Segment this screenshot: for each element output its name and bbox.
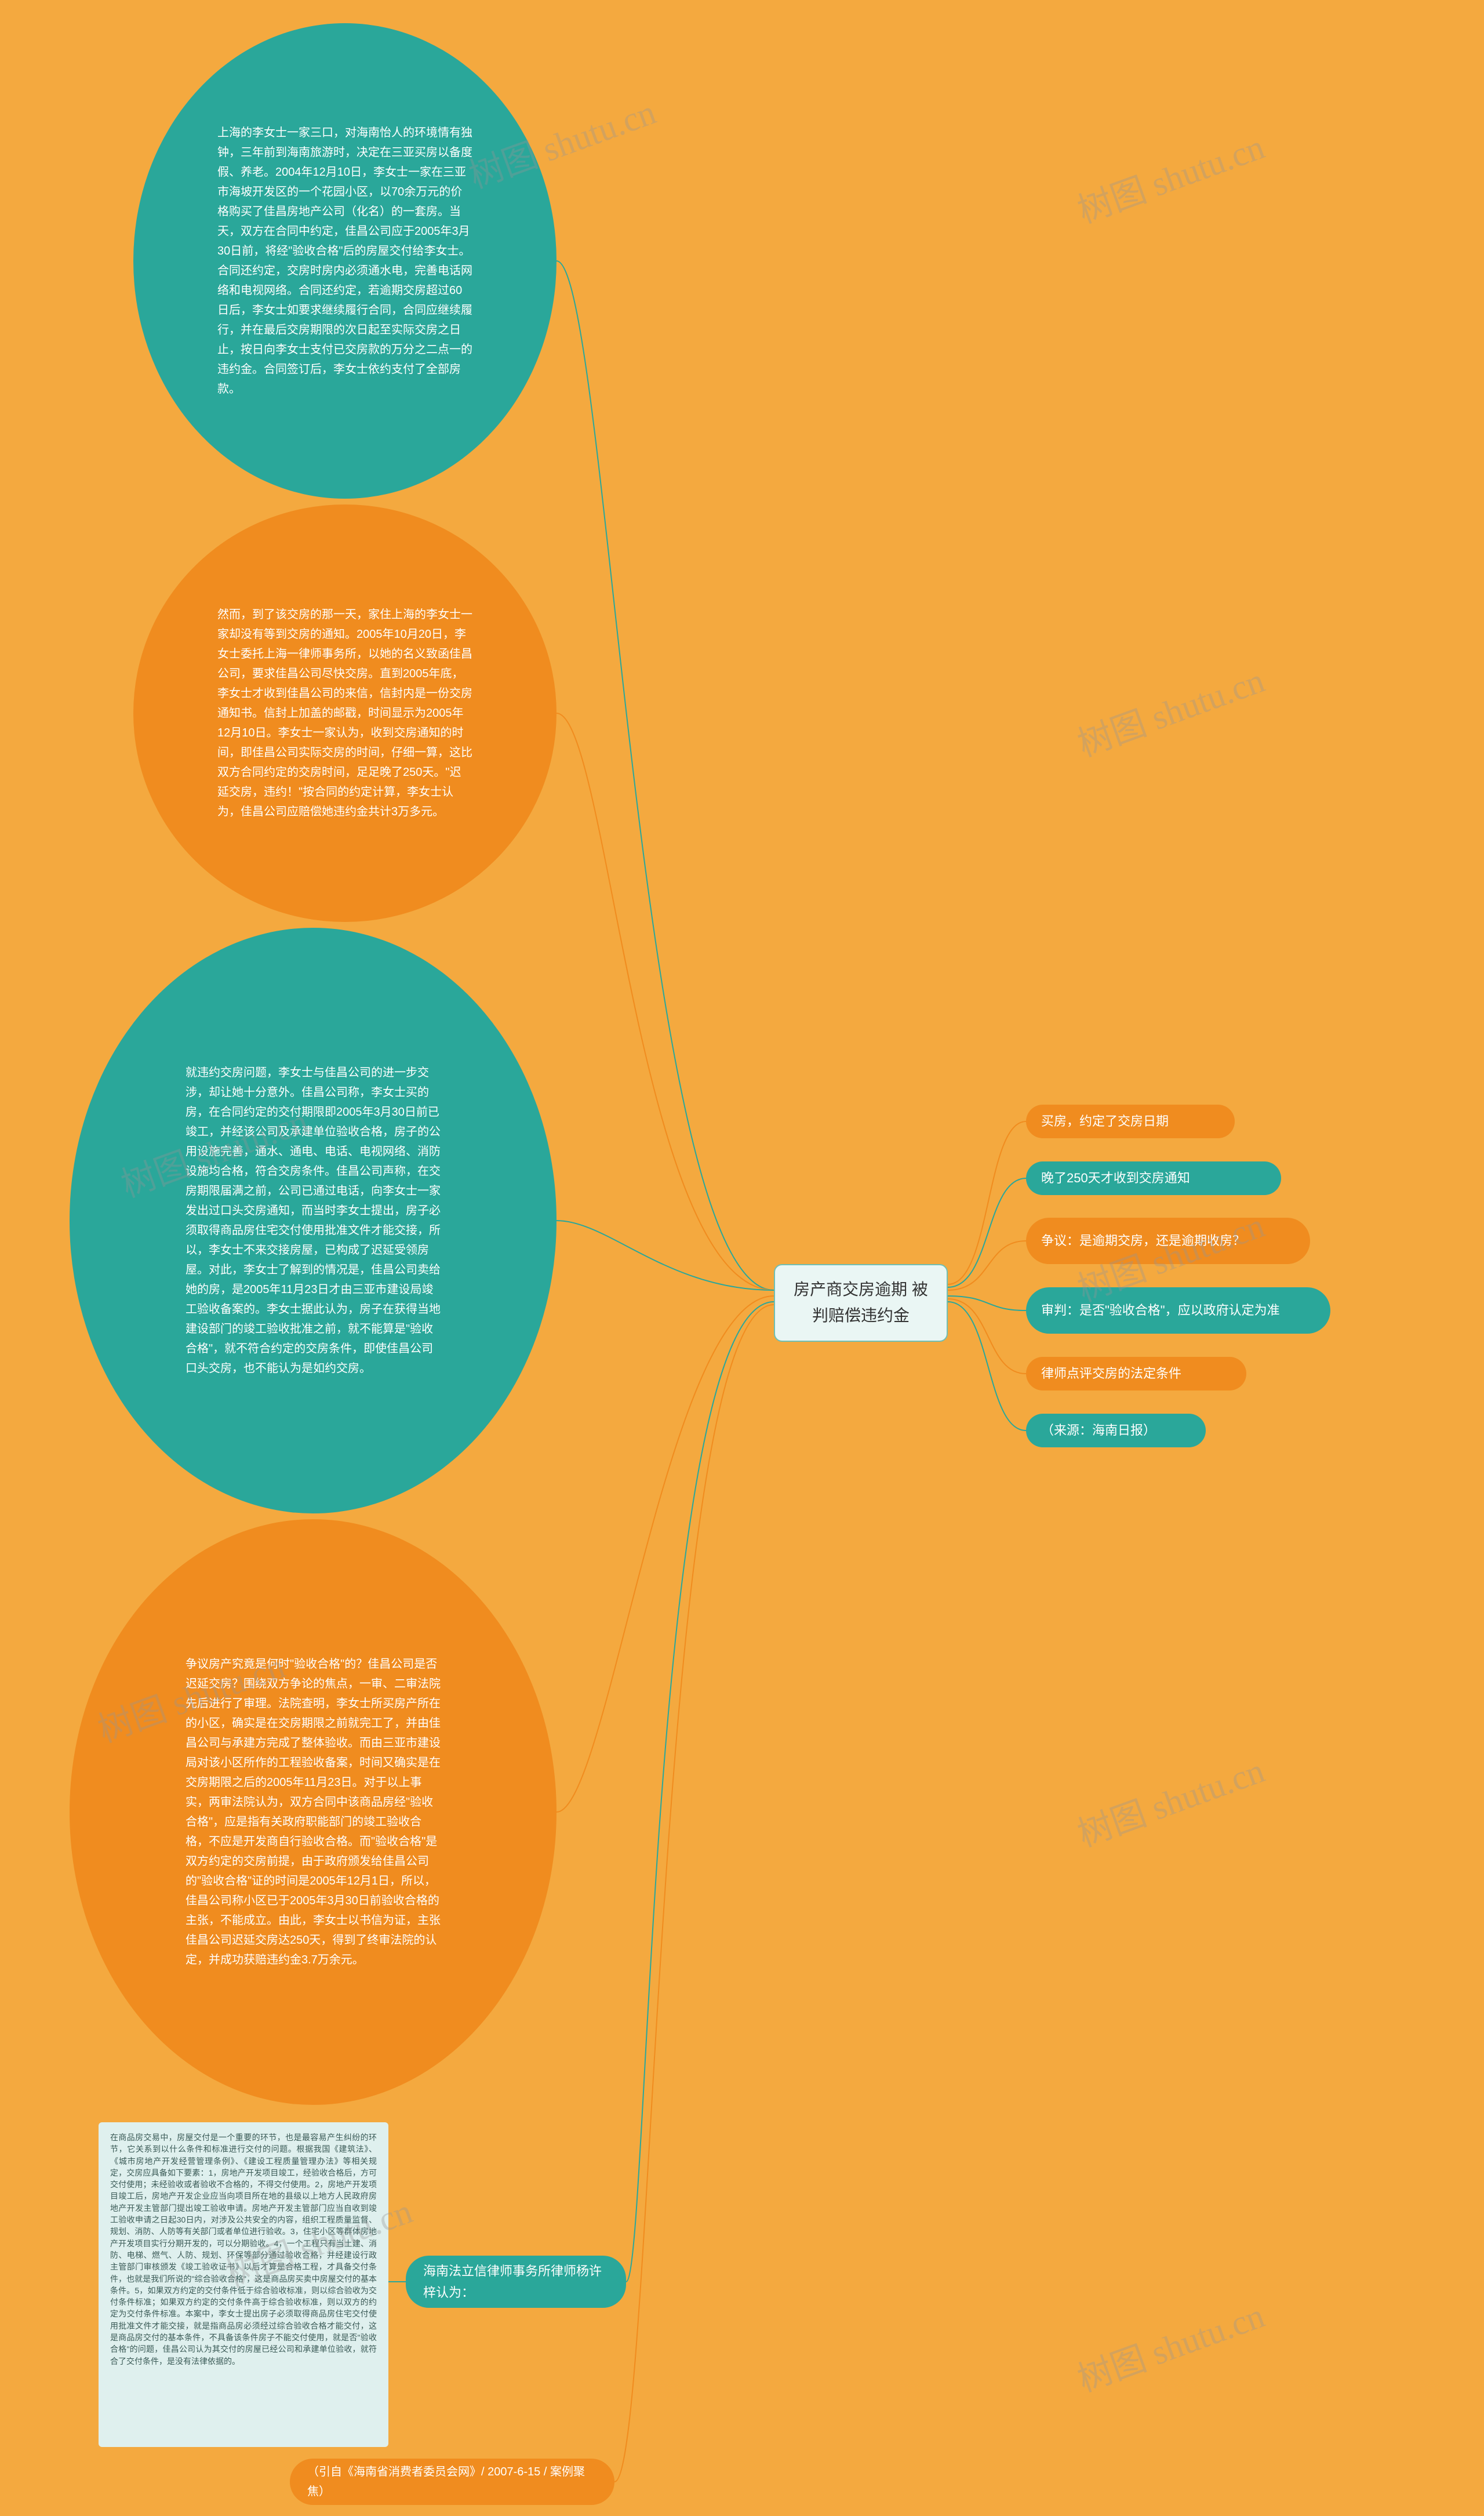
left-node-L3: 就违约交房问题，李女士与佳昌公司的进一步交涉，却让她十分意外。佳昌公司称，李女士… [70,928,556,1513]
right-node-R6-text: （来源：海南日报） [1041,1419,1156,1441]
left-node-L2: 然而，到了该交房的那一天，家住上海的李女士一家却没有等到交房的通知。2005年1… [133,504,556,922]
right-node-R2: 晚了250天才收到交房通知 [1026,1161,1281,1195]
mindmap-canvas: 树图 shutu.cn 树图 shutu.cn 树图 shutu.cn 树图 shut… [0,0,1484,2516]
right-node-R5-text: 律师点评交房的法定条件 [1041,1363,1181,1384]
left-node-L2-text: 然而，到了该交房的那一天，家住上海的李女士一家却没有等到交房的通知。2005年1… [217,605,472,822]
left-node-L1: 上海的李女士一家三口，对海南怡人的环境情有独钟，三年前到海南旅游时，决定在三亚买… [133,23,556,499]
right-node-R4-text: 审判：是否"验收合格"，应以政府认定为准 [1041,1299,1280,1321]
watermark: 树图 shutu.cn [1070,1742,1270,1857]
left-node-L5header: 海南法立信律师事务所律师杨许梓认为： [406,2256,626,2308]
right-node-R1-text: 买房，约定了交房日期 [1041,1110,1169,1132]
watermark: 树图 shutu.cn [1070,119,1270,233]
left-node-L6: （引自《海南省消费者委员会网》/ 2007-6-15 / 案例聚焦） [290,2459,614,2505]
right-node-R5: 律师点评交房的法定条件 [1026,1357,1246,1390]
right-node-R1: 买房，约定了交房日期 [1026,1105,1235,1138]
left-node-L6-text: （引自《海南省消费者委员会网》/ 2007-6-15 / 案例聚焦） [307,2462,597,2502]
left-node-L4: 争议房产究竟是何时"验收合格"的？佳昌公司是否迟延交房？围绕双方争论的焦点，一审… [70,1519,556,2105]
right-node-R3-text: 争议：是逾期交房，还是逾期收房？ [1041,1230,1245,1251]
watermark: 树图 shutu.cn [1070,652,1270,767]
left-node-L3-text: 就违约交房问题，李女士与佳昌公司的进一步交涉，却让她十分意外。佳昌公司称，李女士… [186,1063,441,1378]
left-node-L5: 在商品房交易中，房屋交付是一个重要的环节，也是最容易产生纠纷的环节，它关系到以什… [99,2122,388,2447]
right-node-R6: （来源：海南日报） [1026,1414,1206,1447]
left-node-L5header-text: 海南法立信律师事务所律师杨许梓认为： [423,2260,609,2304]
watermark: 树图 shutu.cn [1070,2288,1270,2402]
right-node-R2-text: 晚了250天才收到交房通知 [1041,1167,1190,1189]
left-node-L4-text: 争议房产究竟是何时"验收合格"的？佳昌公司是否迟延交房？围绕双方争论的焦点，一审… [186,1654,441,1970]
left-node-L5-text: 在商品房交易中，房屋交付是一个重要的环节，也是最容易产生纠纷的环节，它关系到以什… [110,2132,377,2367]
right-node-R4: 审判：是否"验收合格"，应以政府认定为准 [1026,1287,1330,1334]
left-node-L1-text: 上海的李女士一家三口，对海南怡人的环境情有独钟，三年前到海南旅游时，决定在三亚买… [217,123,472,399]
right-node-R3: 争议：是逾期交房，还是逾期收房？ [1026,1218,1310,1264]
center-node: 房产商交房逾期 被判赔偿违约金 [774,1264,948,1342]
